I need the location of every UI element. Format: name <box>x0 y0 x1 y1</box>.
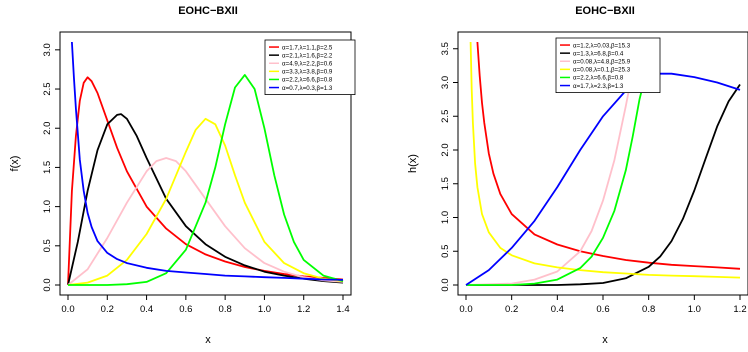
legend-label: α=3.3,λ=3.8,β=0.9 <box>282 69 333 76</box>
y-tick-label: 1.5 <box>42 161 53 174</box>
y-tick-label: 3.0 <box>42 43 53 56</box>
x-axis-label: x <box>602 334 608 346</box>
series-line-3 <box>465 41 639 286</box>
legend: α=1.7,λ=1.1,β=2.5α=2.1,λ=1.6,β=2.2α=4.9,… <box>264 39 356 95</box>
legend-label: α=2.2,λ=6.6,β=0.8 <box>282 77 333 84</box>
hazard-panel: EOHC−BXII 0.0 0.2 0.4 0.6 0.8 1.0 1.2 0.0 0.5 1.0 1… <box>407 5 748 346</box>
x-tick-label: 0.0 <box>459 304 472 315</box>
x-tick-label: 0.2 <box>101 304 114 315</box>
y-tick-label: 0.5 <box>42 239 53 252</box>
series-line-3 <box>67 157 344 286</box>
legend-label: α=1.7,λ=1.1,β=2.5 <box>282 44 333 51</box>
y-tick-label: 1.5 <box>440 177 451 190</box>
series-line-6 <box>71 41 344 281</box>
y-tick-label: 0.5 <box>440 245 451 258</box>
y-tick-label: 2.5 <box>440 110 451 123</box>
legend-label: α=0.08,λ=4.8,β=25.9 <box>573 58 631 65</box>
y-tick-label: 0.0 <box>440 278 451 291</box>
x-tick-label: 1.4 <box>336 304 349 315</box>
legend: α=1.2,λ=0.03,β=15.3α=1.3,λ=6.8,β=0.4α=0.… <box>555 37 661 93</box>
y-axis-label: h(x) <box>407 154 419 173</box>
legend-box <box>264 39 356 95</box>
series-line-5 <box>466 41 657 286</box>
x-tick-label: 1.2 <box>733 304 746 315</box>
density-panel: EOHC−BXII 0.0 0.2 0.4 0.6 0.8 1.0 1.2 1.4 0.0 0.5 1… <box>9 5 356 346</box>
plot-frame <box>59 31 352 296</box>
x-tick-label: 1.0 <box>688 304 701 315</box>
legend-label: α=0.08,λ=0.1,β=25.3 <box>573 67 631 74</box>
x-tick-label: 0.8 <box>642 304 655 315</box>
legend-label: α=4.9,λ=2.2,β=0.6 <box>282 60 333 67</box>
chart-title: EOHC−BXII <box>575 5 635 17</box>
y-tick-label: 2.0 <box>42 122 53 135</box>
series-line-1 <box>67 76 344 286</box>
legend-label: α=2.2,λ=6.6,β=0.8 <box>573 75 624 82</box>
series-line-2 <box>466 83 741 286</box>
x-tick-label: 0.4 <box>140 304 153 315</box>
legend-box <box>555 37 661 93</box>
x-axis-label: x <box>205 334 211 346</box>
legend-label: α=0.7,λ=0.3,β=1.3 <box>282 85 333 92</box>
legend-label: α=1.2,λ=0.03,β=15.3 <box>573 42 631 49</box>
y-tick-label: 3.5 <box>440 42 451 55</box>
series-line-1 <box>476 41 741 270</box>
x-tick-label: 0.6 <box>596 304 609 315</box>
chart-title: EOHC−BXII <box>178 5 238 17</box>
y-tick-label: 2.5 <box>42 82 53 95</box>
legend-label: α=1.7,λ=2.3,β=1.3 <box>573 83 624 90</box>
y-tick-label: 1.0 <box>440 211 451 224</box>
x-tick-label: 1.2 <box>297 304 310 315</box>
y-tick-label: 0.0 <box>42 278 53 291</box>
x-tick-label: 0.4 <box>551 304 564 315</box>
y-axis-label: f(x) <box>9 156 21 172</box>
legend-label: α=1.3,λ=6.8,β=0.4 <box>573 50 624 57</box>
y-tick-label: 3.0 <box>440 76 451 89</box>
x-tick-label: 0.8 <box>219 304 232 315</box>
x-tick-label: 0.2 <box>505 304 518 315</box>
legend-label: α=2.1,λ=1.6,β=2.2 <box>282 52 333 59</box>
series-line-4 <box>469 41 741 279</box>
series-line-2 <box>67 113 344 286</box>
series-line-5 <box>68 74 344 286</box>
x-tick-label: 0.0 <box>61 304 74 315</box>
x-tick-label: 0.6 <box>179 304 192 315</box>
y-tick-label: 1.0 <box>42 200 53 213</box>
y-tick-label: 2.0 <box>440 143 451 156</box>
series-line-6 <box>465 72 741 286</box>
x-tick-label: 1.0 <box>258 304 271 315</box>
